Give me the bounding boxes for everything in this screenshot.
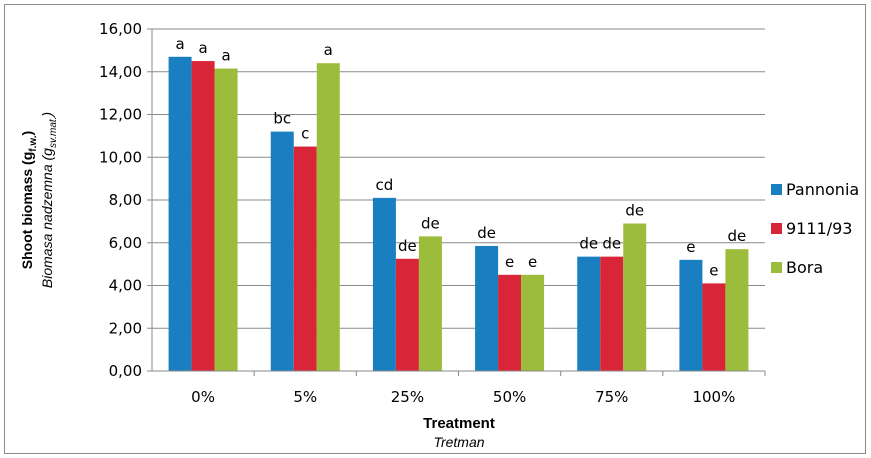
legend-swatch [771,262,782,273]
y-tick-label: 8,00 [109,191,142,209]
significance-label: de [477,224,496,242]
bar [577,256,601,371]
significance-label: e [686,238,695,256]
legend-label: 9111/93 [786,219,852,238]
svg-text:Shoot biomass (gf.w.): Shoot biomass (gf.w.) [19,131,39,269]
y-tick-label: 10,00 [99,148,142,166]
x-tick-label: 0% [191,388,215,406]
legend-item: Bora [771,258,823,277]
bar [725,249,749,371]
y-tick-label: 14,00 [99,63,142,81]
y-axis-label-secondary: Biomasa nadzemna (gsv.mat.) [39,112,59,288]
legend-label: Bora [786,258,823,277]
significance-label: e [505,253,514,271]
significance-label: e [528,253,537,271]
bar [623,223,647,371]
legend-label: Pannonia [786,180,859,199]
significance-label: a [221,47,230,65]
bar [293,146,317,371]
y-tick-label: 2,00 [109,319,142,337]
y-tick-label: 4,00 [109,277,142,295]
significance-label: bc [273,110,291,128]
significance-label: a [175,35,184,53]
bar [316,63,340,371]
bar [270,131,294,371]
significance-label: cd [376,176,394,194]
y-tick-label: 12,00 [99,106,142,124]
bar [168,56,192,371]
significance-label: de [421,214,440,232]
x-axis-label-main: Treatment [423,415,495,432]
chart-frame [4,4,866,454]
x-axis-ticks: 0% 5% 25% 50% 75% 100% [191,371,766,406]
legend-swatch [771,223,782,234]
y-axis-ticks: 0,00 2,00 4,00 6,00 8,00 10,00 12,00 14,00 16,00 [99,20,152,380]
gridlines [152,28,765,329]
x-tick-label: 5% [293,388,317,406]
x-tick-label: 100% [692,388,735,406]
significance-label: de [579,235,598,253]
legend-item: 9111/93 [771,219,852,238]
y-tick-label: 16,00 [99,20,142,38]
bar [702,283,726,371]
y-axis-label-main: Shoot biomass (gf.w.) [19,131,39,269]
bar [498,274,522,371]
x-tick-label: 50% [493,388,526,406]
legend: Pannonia 9111/93 Bora [771,180,859,277]
bar [679,259,703,371]
bar [372,197,396,371]
svg-text:Biomasa nadzemna (gsv.mat.): Biomasa nadzemna (gsv.mat.) [39,112,59,288]
bar [418,236,442,371]
significance-label: de [602,235,621,253]
bar [395,258,419,371]
bar [191,61,215,371]
y-tick-label: 6,00 [109,234,142,252]
legend-swatch [771,184,782,195]
significance-label: de [398,237,417,255]
significance-label: de [728,227,747,245]
significance-label: e [709,261,718,279]
bar [214,68,238,371]
significance-label: a [324,41,333,59]
bar [600,256,624,371]
significance-label: c [301,125,309,143]
x-tick-label: 25% [391,388,424,406]
significance-label: a [198,39,207,57]
bar [475,245,499,371]
y-tick-label: 0,00 [109,362,142,380]
legend-item: Pannonia [771,180,859,199]
significance-label: de [625,202,644,220]
x-axis-label-secondary: Tretman [433,434,484,450]
bars [168,56,749,371]
x-tick-label: 75% [595,388,628,406]
bar [521,274,545,371]
